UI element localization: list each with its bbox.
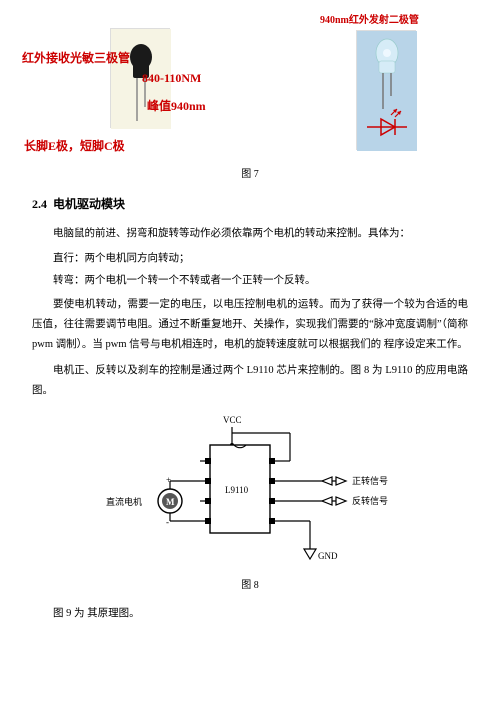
- ir-emitter-photo-block: 940nm红外发射二极管: [348, 18, 468, 158]
- section-title-text: 电机驱动模块: [53, 197, 125, 211]
- reverse-label: 反转信号: [352, 495, 388, 506]
- figure-8-caption: 图 8: [32, 577, 468, 595]
- footer-line: 图 9 为 其原理图。: [32, 605, 468, 624]
- receiver-label-pins: 长脚E极，短脚C极: [24, 136, 125, 158]
- svg-text:M: M: [166, 497, 175, 507]
- line-turn: 转弯：两个电机一个转一个不转或者一个正转一个反转。: [32, 272, 468, 291]
- receiver-label-wave: 840-110NM: [142, 68, 201, 90]
- receiver-label-top: 红外接收光敏三极管: [22, 48, 130, 70]
- circuit-diagram: VCC L9110 M + - 直流电机 正转信号 反: [32, 411, 468, 571]
- section-number: 2.4: [32, 197, 47, 211]
- emitter-label-title: 940nm红外发射二极管: [320, 12, 419, 30]
- svg-text:+: +: [166, 475, 171, 485]
- vcc-label: VCC: [223, 415, 242, 425]
- paragraph-1: 电脑鼠的前进、拐弯和旋转等动作必须依靠两个电机的转动来控制。具体为：: [32, 224, 468, 244]
- chip-label: L9110: [225, 485, 249, 495]
- forward-label: 正转信号: [352, 475, 388, 486]
- motor-label: 直流电机: [106, 496, 142, 507]
- figure-7-caption: 图 7: [32, 166, 468, 184]
- component-photos-row: 红外接收光敏三极管 840-110NM 峰值940nm 长脚E极，短脚C极 94…: [32, 18, 468, 158]
- paragraph-2: 要使电机转动，需要一定的电压，以电压控制电机的运转。而为了获得一个较为合适的电压…: [32, 295, 468, 355]
- ir-emitter-photo: [356, 30, 416, 150]
- svg-text:-: -: [166, 517, 169, 527]
- ir-receiver-photo-block: 红外接收光敏三极管 840-110NM 峰值940nm 长脚E极，短脚C极: [32, 18, 232, 158]
- section-heading: 2.4 电机驱动模块: [32, 194, 468, 216]
- gnd-label: GND: [318, 551, 338, 561]
- line-straight: 直行：两个电机同方向转动；: [32, 250, 468, 269]
- paragraph-3: 电机正、反转以及刹车的控制是通过两个 L9110 芯片来控制的。图 8 为 L9…: [32, 361, 468, 401]
- receiver-label-peak: 峰值940nm: [147, 96, 206, 118]
